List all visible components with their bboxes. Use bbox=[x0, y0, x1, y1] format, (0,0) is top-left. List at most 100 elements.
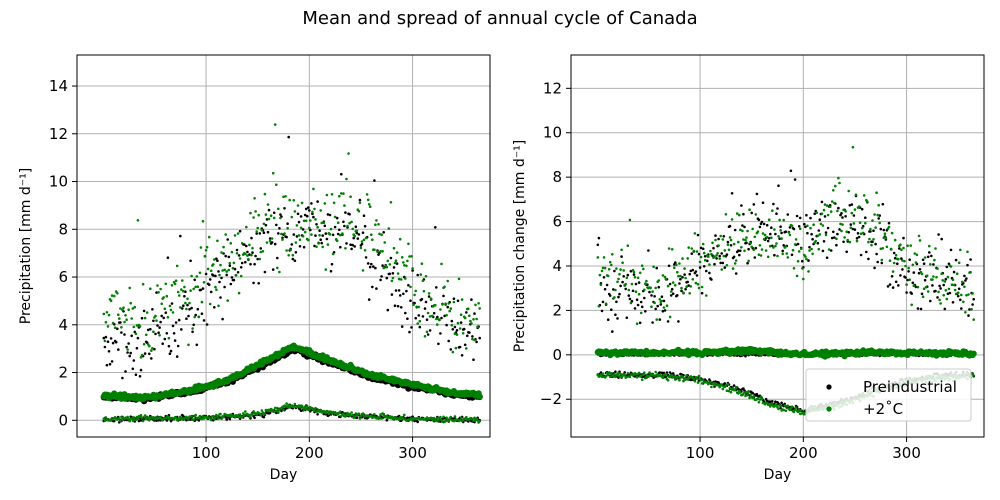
data-point bbox=[364, 236, 368, 240]
data-point bbox=[637, 292, 641, 296]
data-point bbox=[262, 222, 266, 226]
data-point bbox=[292, 199, 296, 202]
data-point bbox=[298, 245, 302, 248]
data-point bbox=[127, 342, 130, 345]
data-point bbox=[685, 285, 688, 289]
data-point bbox=[745, 236, 748, 239]
data-point bbox=[961, 280, 964, 284]
data-point bbox=[293, 210, 297, 213]
data-point bbox=[328, 213, 332, 217]
data-point bbox=[375, 287, 378, 290]
data-point bbox=[857, 205, 861, 208]
data-point bbox=[763, 233, 767, 237]
data-point bbox=[314, 234, 317, 237]
data-point bbox=[344, 211, 347, 214]
data-point bbox=[797, 408, 801, 412]
data-point bbox=[124, 314, 127, 317]
data-point bbox=[159, 415, 162, 419]
data-point bbox=[767, 403, 771, 406]
data-point bbox=[312, 187, 315, 191]
data-point bbox=[779, 225, 782, 228]
data-point bbox=[387, 227, 391, 230]
data-point bbox=[729, 238, 733, 242]
data-point bbox=[103, 345, 107, 349]
data-point bbox=[152, 319, 155, 323]
data-point bbox=[743, 249, 746, 253]
data-point bbox=[257, 282, 261, 285]
data-point bbox=[648, 290, 651, 294]
data-point bbox=[327, 412, 331, 416]
data-point bbox=[426, 333, 430, 336]
data-point bbox=[158, 334, 161, 337]
data-point bbox=[818, 218, 822, 221]
data-point bbox=[188, 308, 191, 311]
data-point bbox=[737, 392, 740, 395]
data-point bbox=[248, 253, 251, 256]
data-point bbox=[696, 381, 700, 384]
data-point bbox=[865, 250, 868, 254]
data-point bbox=[699, 255, 703, 259]
data-point bbox=[473, 416, 476, 420]
data-point bbox=[193, 278, 196, 282]
data-point bbox=[910, 292, 913, 295]
data-point bbox=[694, 281, 698, 285]
data-point bbox=[957, 287, 961, 291]
data-point bbox=[597, 304, 601, 308]
data-point bbox=[930, 254, 933, 258]
data-point bbox=[185, 317, 188, 321]
data-point bbox=[272, 216, 276, 220]
data-point bbox=[453, 325, 457, 329]
data-point bbox=[235, 252, 239, 255]
data-point bbox=[757, 218, 761, 222]
data-point bbox=[120, 331, 123, 334]
data-point bbox=[726, 243, 730, 247]
data-point bbox=[478, 420, 482, 423]
data-point bbox=[175, 264, 179, 268]
left-ytick-label: 4 bbox=[58, 316, 68, 334]
data-point bbox=[129, 351, 132, 355]
data-point bbox=[282, 408, 285, 412]
data-point bbox=[760, 248, 764, 251]
data-point bbox=[324, 411, 328, 415]
data-point bbox=[237, 254, 241, 257]
data-point bbox=[414, 316, 418, 320]
data-point bbox=[613, 296, 616, 299]
data-point bbox=[933, 258, 936, 262]
data-point bbox=[285, 235, 288, 239]
data-point bbox=[656, 304, 659, 308]
data-point bbox=[468, 314, 471, 318]
data-point bbox=[245, 244, 248, 248]
data-point bbox=[225, 273, 228, 277]
data-point bbox=[911, 263, 915, 267]
data-point bbox=[331, 252, 335, 256]
data-point bbox=[836, 232, 839, 236]
data-point bbox=[142, 309, 146, 313]
data-point bbox=[192, 323, 195, 327]
data-point bbox=[283, 207, 286, 210]
data-point bbox=[868, 237, 871, 241]
data-point bbox=[399, 278, 403, 281]
data-point bbox=[214, 285, 217, 289]
left-series-5 bbox=[102, 123, 482, 359]
data-point bbox=[453, 415, 457, 418]
data-point bbox=[811, 252, 814, 256]
data-point bbox=[252, 281, 255, 285]
data-point bbox=[751, 227, 754, 231]
data-point bbox=[943, 307, 947, 311]
right-ytick-label: 6 bbox=[552, 213, 562, 231]
data-point bbox=[344, 247, 347, 250]
data-point bbox=[342, 192, 345, 195]
data-point bbox=[179, 306, 182, 309]
right-xtick-label: 200 bbox=[789, 444, 818, 462]
data-point bbox=[897, 257, 900, 261]
data-point bbox=[626, 372, 630, 375]
data-point bbox=[645, 279, 648, 283]
data-point bbox=[600, 375, 604, 379]
data-point bbox=[859, 232, 863, 235]
data-point bbox=[893, 256, 897, 260]
data-point bbox=[281, 405, 284, 409]
data-point bbox=[967, 314, 970, 317]
data-point bbox=[367, 298, 371, 301]
data-point bbox=[452, 297, 456, 301]
data-point bbox=[719, 261, 722, 265]
